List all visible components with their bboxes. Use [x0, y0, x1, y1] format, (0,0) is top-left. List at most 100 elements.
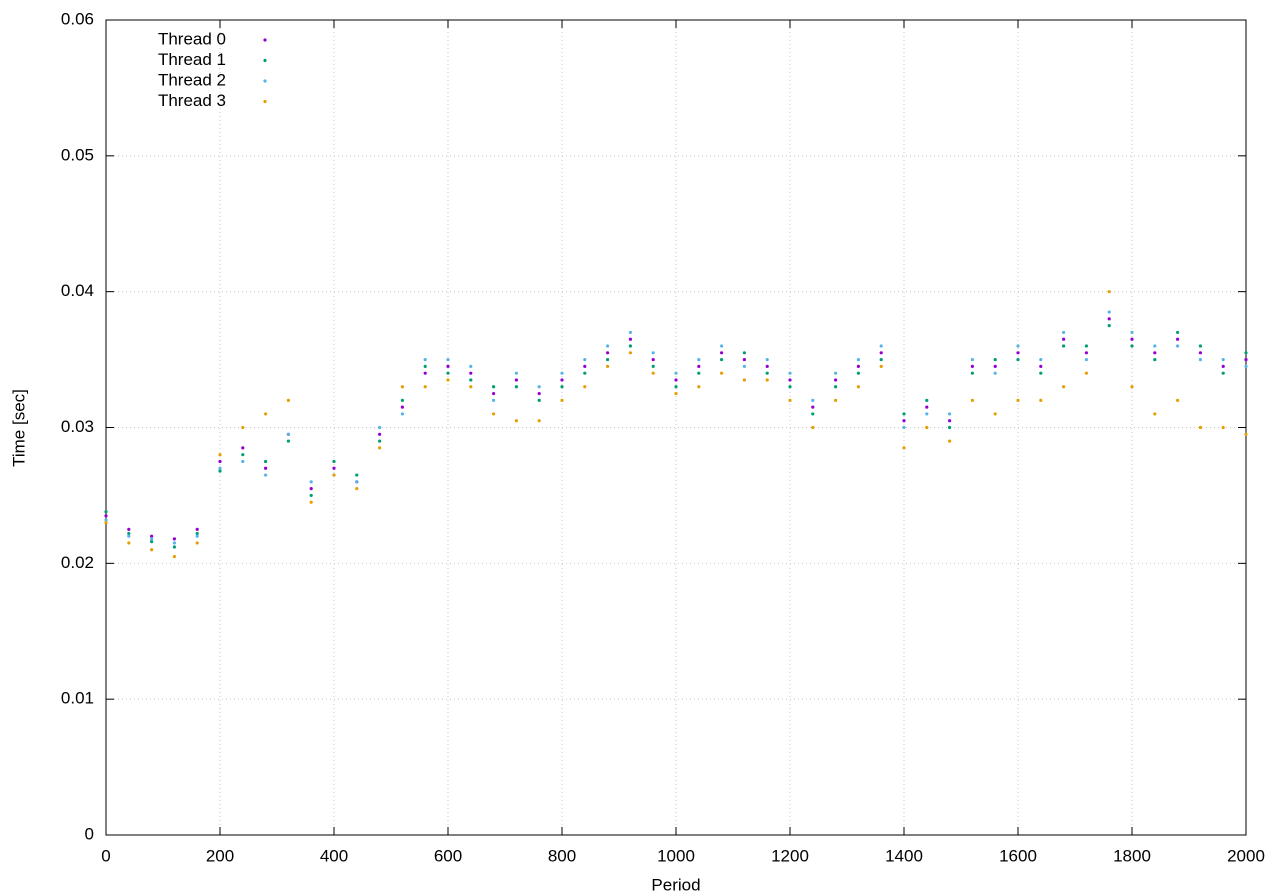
y-tick-label: 0.02 — [61, 553, 94, 572]
x-axis-label: Period — [651, 875, 700, 894]
point — [970, 371, 975, 375]
point — [811, 398, 815, 402]
point — [765, 364, 769, 368]
point — [948, 439, 952, 443]
point — [492, 412, 496, 416]
point — [1176, 330, 1180, 335]
point — [879, 344, 883, 348]
point — [309, 500, 313, 504]
point — [127, 534, 131, 538]
point — [195, 527, 199, 531]
point — [514, 378, 519, 382]
point — [1198, 425, 1202, 430]
point — [697, 364, 701, 368]
point — [378, 432, 382, 436]
point — [742, 357, 747, 362]
point — [1084, 344, 1088, 348]
point — [1107, 324, 1111, 328]
point — [492, 398, 496, 402]
x-tick-label: 1400 — [885, 846, 923, 865]
point — [720, 357, 724, 362]
point — [606, 357, 610, 362]
point — [720, 344, 724, 348]
point — [811, 412, 815, 416]
point — [537, 385, 541, 389]
y-tick-label: 0.05 — [61, 145, 94, 164]
point — [423, 385, 427, 389]
point — [400, 398, 404, 402]
point — [560, 398, 564, 402]
legend-marker — [263, 79, 267, 83]
point — [720, 371, 724, 375]
point — [1039, 364, 1043, 368]
point — [1244, 351, 1248, 355]
point — [1221, 425, 1225, 430]
point — [628, 337, 633, 341]
point — [264, 473, 268, 477]
x-tick-label: 1200 — [771, 846, 809, 865]
point — [286, 398, 290, 402]
point — [514, 419, 519, 423]
point — [127, 531, 131, 536]
point — [537, 419, 541, 423]
point — [970, 364, 975, 368]
point — [104, 518, 108, 522]
point — [970, 398, 975, 402]
point — [1039, 371, 1043, 375]
point — [788, 371, 792, 375]
point — [469, 364, 473, 368]
point — [241, 446, 245, 450]
point — [765, 371, 769, 375]
point — [560, 371, 564, 375]
point — [788, 378, 792, 382]
x-tick-label: 600 — [434, 846, 462, 865]
point — [423, 371, 427, 375]
point — [948, 425, 952, 430]
point — [651, 357, 655, 362]
point — [834, 371, 838, 375]
x-tick-label: 1800 — [1113, 846, 1151, 865]
x-tick-label: 200 — [206, 846, 234, 865]
point — [172, 541, 176, 545]
point — [879, 351, 883, 355]
point — [1198, 344, 1202, 348]
point — [879, 364, 883, 368]
point — [583, 385, 587, 389]
point — [856, 371, 861, 375]
point — [218, 469, 222, 473]
point — [1244, 432, 1248, 436]
point — [446, 357, 450, 362]
point — [400, 385, 404, 389]
legend-label: Thread 1 — [158, 50, 226, 69]
point — [355, 473, 359, 477]
point — [172, 537, 176, 541]
point — [469, 385, 473, 389]
y-tick-label: 0 — [85, 824, 94, 843]
point — [925, 405, 929, 409]
point — [264, 459, 268, 464]
point — [1039, 357, 1043, 362]
point — [651, 364, 655, 368]
y-tick-label: 0.04 — [61, 281, 94, 300]
point — [150, 534, 154, 538]
point — [1130, 385, 1134, 389]
point — [742, 378, 747, 382]
point — [446, 371, 450, 375]
point — [127, 527, 131, 531]
point — [469, 371, 473, 375]
point — [286, 432, 290, 436]
point — [469, 378, 473, 382]
point — [697, 371, 701, 375]
legend-label: Thread 0 — [158, 29, 226, 48]
point — [514, 385, 519, 389]
point — [150, 540, 154, 544]
point — [1130, 344, 1134, 348]
point — [674, 371, 678, 375]
point — [993, 412, 997, 416]
point — [993, 357, 997, 362]
point — [1016, 357, 1020, 362]
point — [241, 453, 245, 457]
point — [560, 385, 564, 389]
point — [127, 541, 131, 545]
point — [400, 412, 404, 416]
